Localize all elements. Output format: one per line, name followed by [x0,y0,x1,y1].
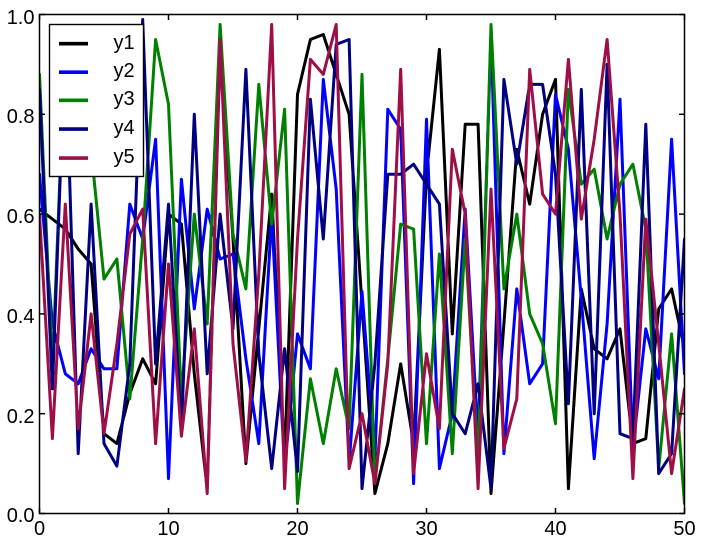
svg-text:0: 0 [34,518,45,540]
svg-text:30: 30 [415,518,437,540]
svg-text:0.2: 0.2 [7,406,35,428]
svg-text:0.4: 0.4 [7,306,35,328]
svg-text:0.6: 0.6 [7,206,35,228]
svg-text:50: 50 [673,518,695,540]
svg-text:20: 20 [286,518,308,540]
svg-text:y4: y4 [114,117,135,139]
svg-text:y3: y3 [114,88,135,110]
svg-text:y2: y2 [114,60,135,82]
svg-text:y1: y1 [114,32,135,54]
svg-text:1.0: 1.0 [7,7,35,29]
svg-text:0.8: 0.8 [7,106,35,128]
svg-text:40: 40 [544,518,566,540]
svg-text:0.0: 0.0 [7,505,35,527]
svg-text:10: 10 [157,518,179,540]
svg-text:y5: y5 [114,146,135,168]
